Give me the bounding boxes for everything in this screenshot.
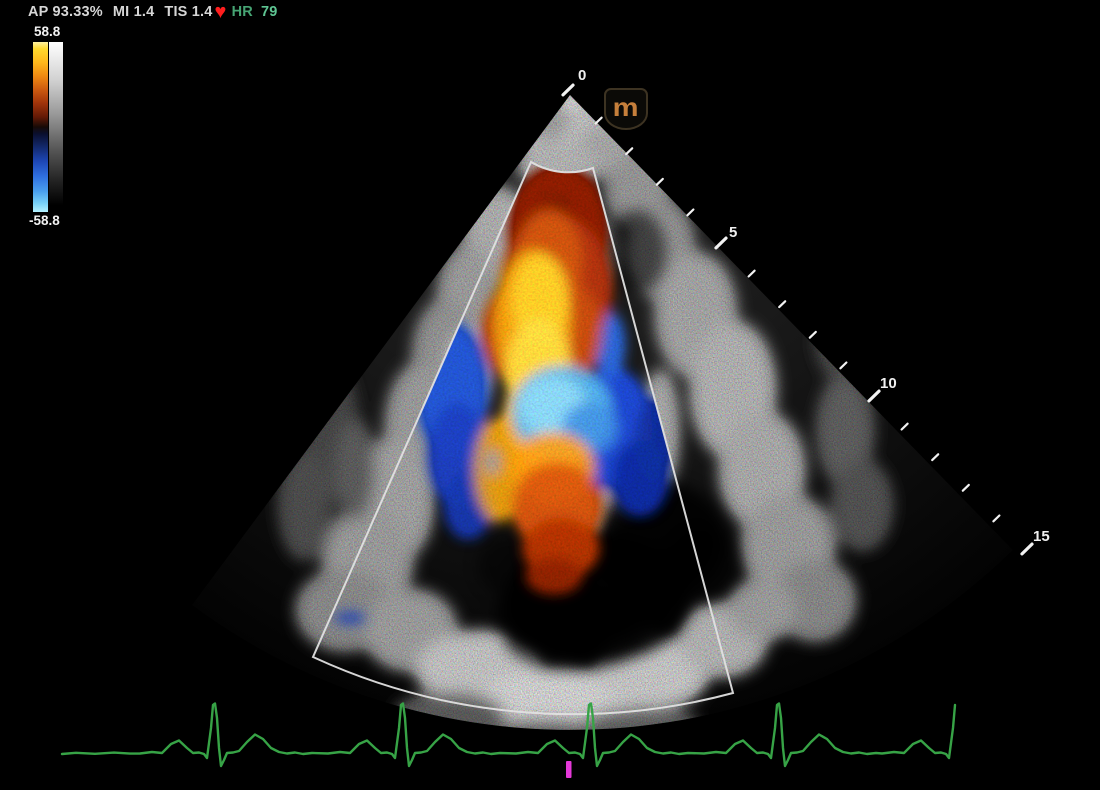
ecg-frame-marker	[566, 761, 572, 778]
color-scale: 58.8 -58.8	[29, 24, 63, 228]
hr-label: HR	[231, 4, 253, 20]
roi-outline	[311, 160, 735, 716]
brand-logo: m	[604, 88, 648, 130]
depth-label-0: 0	[578, 67, 586, 84]
color-scale-bars	[33, 41, 63, 212]
ruler-tick	[625, 147, 634, 156]
depth-ruler	[561, 83, 1034, 556]
thermal-index-readout: TIS 1.4	[164, 4, 213, 20]
ruler-tick	[655, 177, 664, 186]
color-scale-min: -58.8	[29, 212, 60, 228]
grayscale-gradient-bar	[49, 41, 63, 212]
ruler-tick	[900, 422, 909, 431]
ruler-tick	[561, 83, 575, 97]
mechanical-index-readout: MI 1.4	[112, 4, 155, 20]
ruler-tick	[961, 483, 970, 492]
heart-icon: ♥	[214, 1, 227, 23]
status-bar: AP 93.33% MI 1.4 TIS 1.4 ♥ HR 79	[28, 1, 278, 23]
ruler-tick	[747, 269, 756, 278]
ruler-tick	[931, 453, 940, 462]
ruler-tick	[714, 236, 728, 250]
depth-label-10: 10	[880, 375, 897, 392]
ruler-tick	[992, 514, 1001, 523]
depth-label-15: 15	[1033, 528, 1050, 545]
ruler-tick	[867, 389, 881, 403]
doppler-layer	[334, 164, 675, 625]
acoustic-power-readout: AP 93.33%	[28, 4, 103, 20]
color-scale-max: 58.8	[34, 24, 61, 39]
depth-label-5: 5	[729, 224, 737, 241]
ruler-tick	[686, 208, 695, 217]
velocity-gradient-bar	[33, 41, 48, 212]
hr-value: 79	[260, 4, 278, 20]
cavity-shadows	[478, 210, 740, 670]
ruler-tick	[808, 330, 817, 339]
ruler-tick	[1020, 542, 1034, 556]
brand-logo-letter: m	[613, 92, 639, 122]
ecg-trace	[60, 702, 957, 768]
ruler-tick	[839, 361, 848, 370]
ruler-tick	[594, 116, 603, 125]
ruler-tick	[778, 300, 787, 309]
